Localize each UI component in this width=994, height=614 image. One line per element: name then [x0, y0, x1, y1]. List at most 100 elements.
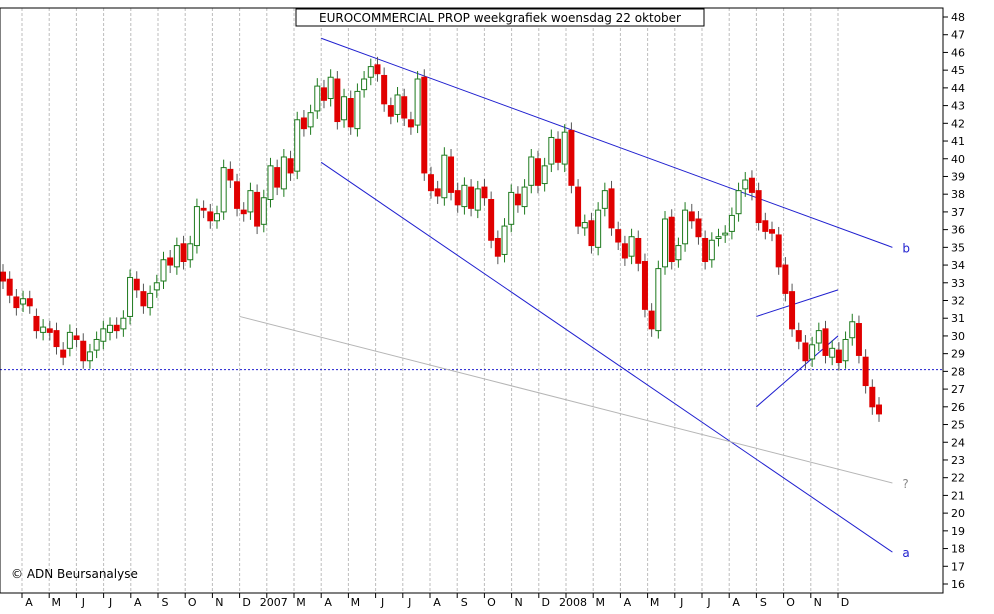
candle-body: [708, 239, 715, 261]
candle-body: [347, 98, 354, 128]
candle-body: [662, 218, 669, 268]
candle-body: [280, 156, 287, 190]
candle-body: [133, 278, 140, 291]
y-tick-label: 48: [951, 11, 965, 24]
candle-body: [762, 220, 769, 232]
candle-body: [60, 349, 67, 358]
candle-body: [468, 186, 475, 209]
y-tick-label: 19: [951, 525, 965, 538]
candle-body: [267, 165, 274, 201]
candle-body: [247, 190, 254, 213]
y-tick-label: 21: [951, 489, 965, 502]
candle-body: [862, 356, 869, 387]
candle-body: [6, 278, 13, 296]
candle-body: [668, 216, 675, 263]
x-tick-label: J: [706, 596, 710, 609]
candle-body: [835, 349, 842, 364]
x-tick-label: J: [380, 596, 384, 609]
y-tick-label: 16: [951, 578, 965, 591]
chart-title: EUROCOMMERCIAL PROP weekgrafiek woensdag…: [319, 11, 681, 25]
x-tick-label: M: [51, 596, 61, 609]
y-tick-label: 46: [951, 46, 965, 59]
candle-body: [127, 276, 134, 317]
candle-body: [822, 328, 829, 356]
candle-body: [501, 225, 508, 255]
y-tick-label: 35: [951, 241, 965, 254]
x-tick-label: S: [461, 596, 468, 609]
candle-body: [66, 331, 73, 349]
x-tick-label: 2008: [559, 596, 587, 609]
candle-body: [534, 158, 541, 186]
y-tick-label: 44: [951, 82, 965, 95]
x-tick-label: N: [814, 596, 822, 609]
candle-body: [354, 90, 361, 130]
y-tick-label: 23: [951, 454, 965, 467]
candle-body: [434, 188, 441, 197]
candle-body: [555, 138, 562, 163]
candle-body: [842, 338, 849, 362]
y-tick-label: 17: [951, 560, 965, 573]
candle-body: [300, 117, 307, 130]
candle-body: [528, 156, 535, 186]
candle-body: [234, 181, 241, 209]
candle-body: [454, 190, 461, 206]
x-tick-label: J: [407, 596, 411, 609]
candle-body: [46, 328, 53, 333]
x-tick-label: A: [25, 596, 33, 609]
x-tick-label: D: [841, 596, 849, 609]
candle-body: [561, 131, 568, 165]
y-tick-label: 37: [951, 206, 965, 219]
x-tick-label: S: [162, 596, 169, 609]
candle-body: [421, 76, 428, 174]
candle-body: [320, 87, 327, 101]
x-tick-label: M: [351, 596, 361, 609]
y-tick-label: 27: [951, 383, 965, 396]
candle-body: [414, 78, 421, 126]
x-tick-label: J: [81, 596, 85, 609]
trendline: [756, 289, 839, 317]
y-tick-label: 31: [951, 312, 965, 325]
candle-body: [588, 220, 595, 247]
candle-body: [20, 298, 27, 305]
x-tick-label: M: [650, 596, 660, 609]
candle-body: [180, 243, 187, 263]
candle-body: [100, 328, 107, 342]
candle-body: [795, 330, 802, 342]
candle-body: [80, 340, 87, 362]
y-tick-label: 33: [951, 277, 965, 290]
x-tick-label: 2007: [260, 596, 288, 609]
candle-body: [73, 335, 80, 340]
y-tick-label: 40: [951, 153, 965, 166]
candle-body: [287, 158, 294, 174]
x-tick-label: D: [242, 596, 250, 609]
candle-body: [0, 271, 6, 282]
y-tick-label: 26: [951, 401, 965, 414]
candle-body: [682, 209, 689, 245]
candle-body: [755, 190, 762, 224]
candle-body: [147, 292, 154, 309]
candle-body: [361, 78, 368, 91]
candle-body: [855, 323, 862, 356]
y-tick-label: 42: [951, 117, 965, 130]
candle-body: [849, 321, 856, 339]
candle-body: [200, 207, 207, 211]
candle-body: [93, 338, 100, 351]
trendline: [321, 37, 893, 248]
candle-body: [728, 214, 735, 232]
y-tick-label: 38: [951, 188, 965, 201]
candle-body: [173, 245, 180, 268]
candle-body: [213, 213, 220, 222]
y-tick-label: 41: [951, 135, 965, 148]
candle-body: [120, 317, 127, 330]
candle-body: [13, 296, 20, 309]
candle-body: [140, 291, 147, 307]
candle-body: [374, 64, 381, 75]
y-tick-label: 32: [951, 295, 965, 308]
x-tick-label: A: [433, 596, 441, 609]
candle-body: [829, 347, 836, 358]
x-tick-label: O: [786, 596, 795, 609]
candle-body: [407, 119, 414, 128]
credit-label: © ADN Beursanalyse: [11, 567, 138, 581]
candle-body: [220, 167, 227, 213]
